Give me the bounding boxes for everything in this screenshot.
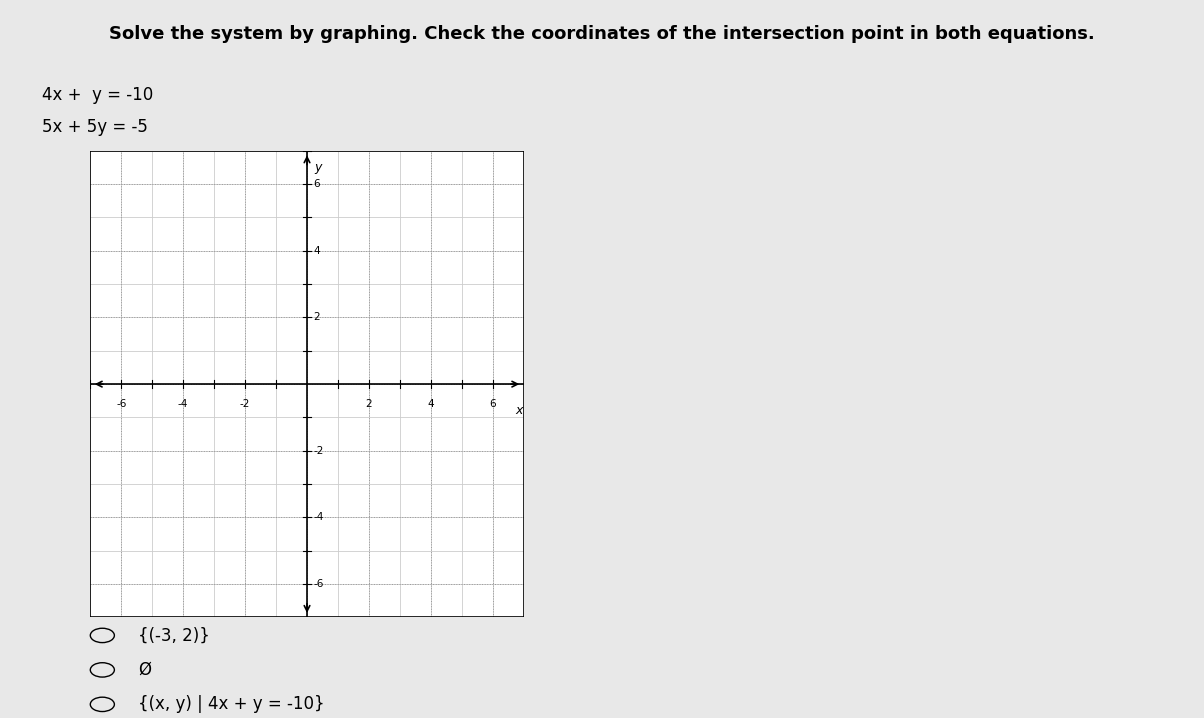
- Text: x: x: [515, 404, 523, 417]
- Text: -4: -4: [313, 513, 324, 523]
- Text: -2: -2: [240, 399, 250, 409]
- Text: 6: 6: [313, 179, 320, 189]
- Text: 2: 2: [313, 312, 320, 322]
- Text: Solve the system by graphing. Check the coordinates of the intersection point in: Solve the system by graphing. Check the …: [110, 25, 1094, 43]
- Text: 4: 4: [313, 246, 320, 256]
- Text: 2: 2: [366, 399, 372, 409]
- Text: -4: -4: [178, 399, 188, 409]
- Text: 4x +  y = -10: 4x + y = -10: [42, 86, 153, 104]
- Text: 4: 4: [427, 399, 435, 409]
- Text: 5x + 5y = -5: 5x + 5y = -5: [42, 118, 148, 136]
- Text: {(-3, 2)}: {(-3, 2)}: [138, 626, 211, 645]
- Text: y: y: [314, 161, 323, 174]
- Text: Ø: Ø: [138, 661, 152, 679]
- Text: -6: -6: [313, 579, 324, 589]
- Text: -2: -2: [313, 446, 324, 456]
- Text: 6: 6: [490, 399, 496, 409]
- Text: {(x, y) | 4x + y = -10}: {(x, y) | 4x + y = -10}: [138, 695, 325, 714]
- Text: -6: -6: [116, 399, 126, 409]
